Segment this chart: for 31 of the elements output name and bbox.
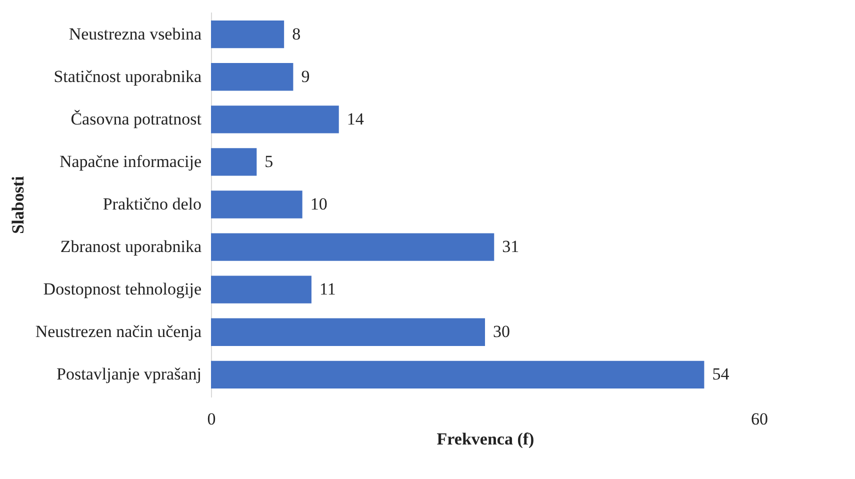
bar	[211, 190, 302, 218]
bar	[211, 20, 284, 48]
x-tick-label: 60	[751, 410, 768, 428]
bar	[211, 148, 257, 176]
y-tick-label: Časovna potratnost	[70, 109, 202, 128]
bar	[211, 63, 294, 91]
data-label: 14	[346, 109, 364, 128]
data-label: 9	[301, 66, 310, 86]
bar	[211, 233, 494, 261]
data-label: 10	[310, 194, 328, 214]
bar	[211, 360, 704, 388]
x-axis-title: Frekvenca (f)	[436, 430, 534, 448]
data-label: 31	[502, 237, 520, 256]
bar	[211, 276, 312, 304]
y-axis-title: Slabosti	[8, 176, 28, 234]
data-label: 54	[712, 364, 730, 384]
data-label: 5	[264, 152, 274, 171]
y-tick-label: Statičnost uporabnika	[54, 66, 202, 86]
bar	[211, 318, 485, 346]
data-label: 30	[493, 322, 510, 342]
x-tick-label: 0	[207, 410, 216, 428]
y-tick-label: Neustrezen način učenja	[35, 322, 202, 342]
data-label: 8	[292, 24, 301, 44]
y-tick-label: Postavljanje vprašanj	[56, 364, 202, 384]
bar	[211, 106, 339, 134]
y-tick-label: Neustrezna vsebina	[68, 24, 202, 44]
y-tick-label: Napačne informacije	[59, 152, 202, 171]
y-tick-label: Zbranost uporabnika	[60, 237, 202, 256]
y-tick-label: Dostopnost tehnologije	[43, 280, 202, 299]
y-tick-label: Praktično delo	[102, 194, 202, 214]
data-label: 11	[319, 280, 336, 299]
